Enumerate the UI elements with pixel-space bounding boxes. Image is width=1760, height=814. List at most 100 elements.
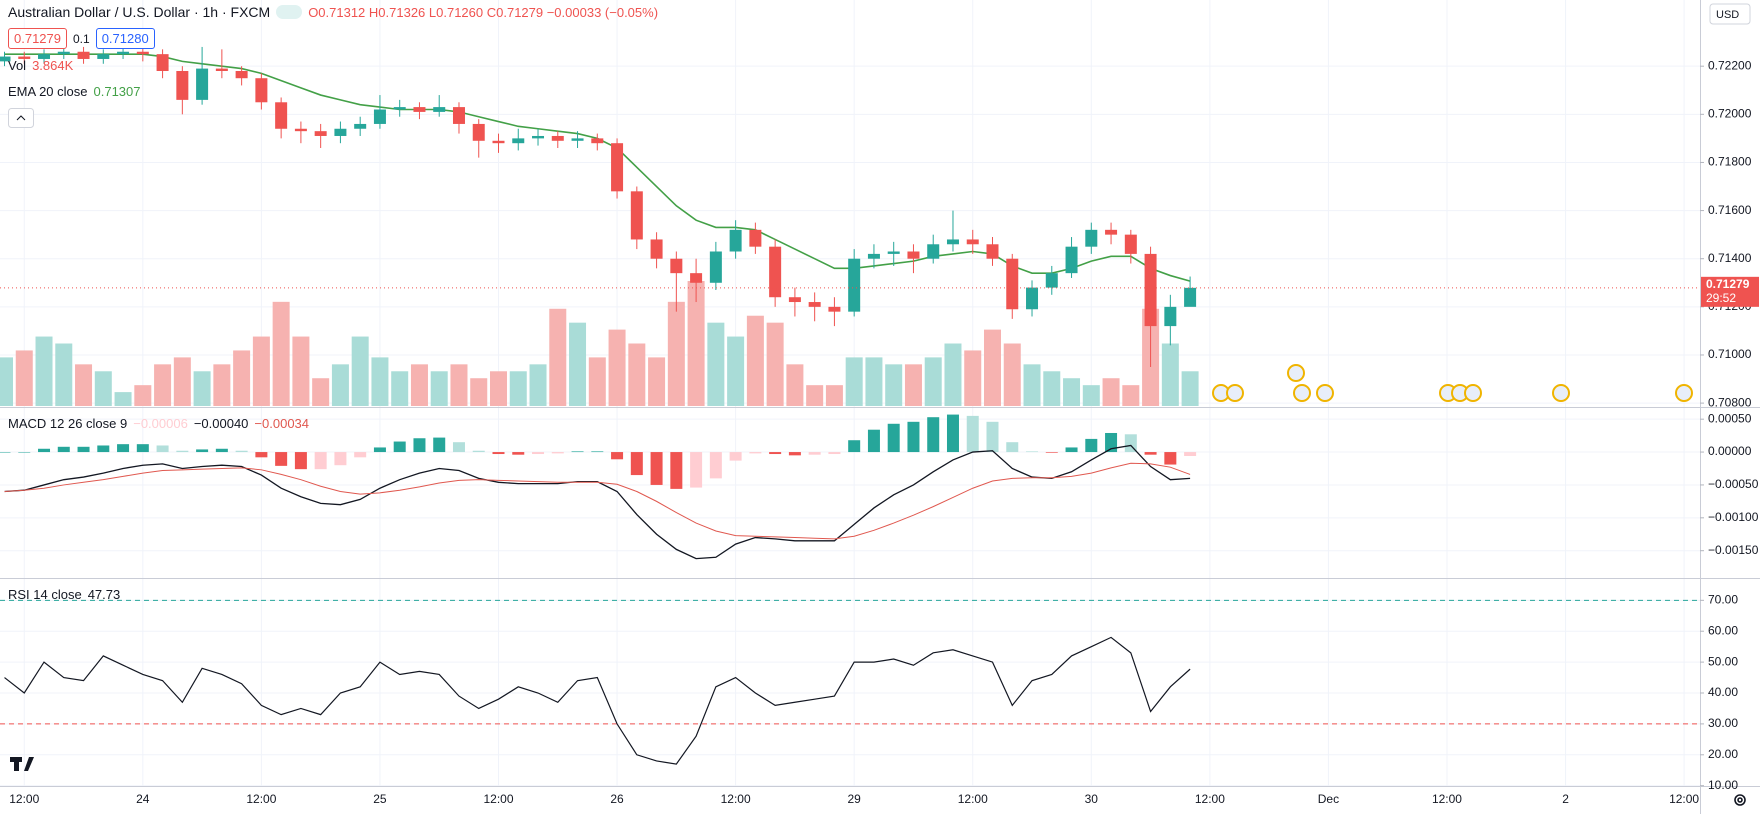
macd-histogram-bar <box>946 414 959 453</box>
volume-bar <box>272 301 290 406</box>
candle-body <box>354 123 367 129</box>
macd-name: MACD 12 26 close 9 <box>8 416 128 431</box>
event-icon[interactable] <box>1675 384 1693 402</box>
event-icon[interactable] <box>1287 364 1305 382</box>
status-icon <box>276 5 303 19</box>
ema-value: 0.71307 <box>93 84 141 99</box>
macd-histogram-bar <box>176 450 189 453</box>
volume-bar <box>371 357 389 406</box>
macd-histogram-bar <box>492 452 505 455</box>
candle-body <box>690 273 703 283</box>
macd-histogram-bar <box>887 423 900 453</box>
macd-histogram-bar <box>413 438 426 453</box>
sell-button[interactable]: 0.71279 <box>8 28 67 49</box>
volume-bar <box>351 336 369 406</box>
macd-histogram-bar <box>966 415 979 453</box>
candle-body <box>1065 246 1078 274</box>
volume-bar <box>825 385 843 406</box>
macd-histogram-bar <box>235 450 248 453</box>
volume-bar <box>1063 378 1081 406</box>
y-tick-label: 70.00 <box>1708 592 1738 606</box>
y-tick-label: 0.71400 <box>1708 251 1752 265</box>
volume-bar <box>430 371 448 406</box>
y-tick-label: −0.00100 <box>1708 510 1759 524</box>
macd-histogram-bar <box>452 442 465 453</box>
y-tick-label: 0.00050 <box>1708 411 1752 425</box>
candle-body <box>828 306 841 312</box>
macd-signal-value: −0.00034 <box>254 416 310 431</box>
volume-bar <box>292 336 310 406</box>
event-icon[interactable] <box>1293 384 1311 402</box>
volume-bar <box>806 385 824 406</box>
trade-buttons: 0.71279 0.1 0.71280 <box>8 28 155 49</box>
event-icon[interactable] <box>1552 384 1570 402</box>
volume-bar <box>173 357 191 406</box>
rsi-name: RSI 14 close <box>8 587 82 602</box>
tv-logo[interactable] <box>10 757 34 771</box>
collapse-button[interactable] <box>8 108 34 128</box>
volume-bar <box>845 357 863 406</box>
rsi-legend: RSI 14 close 47.73 <box>8 587 120 602</box>
volume-bar <box>549 308 567 406</box>
macd-histogram-bar <box>156 445 169 453</box>
volume-bar <box>687 281 705 406</box>
candle-body <box>18 56 31 59</box>
macd-histogram-bar <box>729 452 742 461</box>
y-tick-label: 20.00 <box>1708 747 1738 761</box>
macd-histogram-bar <box>591 451 604 453</box>
currency-button[interactable] <box>1709 3 1751 25</box>
candle-body <box>0 56 11 62</box>
candle-body <box>532 135 545 139</box>
volume-bar <box>569 322 587 406</box>
macd-histogram-bar <box>1045 452 1058 453</box>
ema-name: EMA 20 close <box>8 84 88 99</box>
candle-body <box>630 191 643 240</box>
y-tick-label: −0.00050 <box>1708 477 1759 491</box>
macd-histogram-bar <box>986 421 999 453</box>
macd-histogram-bar <box>196 449 209 453</box>
y-tick-label: 0.70800 <box>1708 395 1752 409</box>
y-tick-label: 10.00 <box>1708 778 1738 792</box>
x-tick-label: 24 <box>136 792 150 806</box>
settings-icon[interactable] <box>1734 794 1746 806</box>
macd-histogram-bar <box>709 452 722 479</box>
macd-histogram-bar <box>1006 442 1019 453</box>
event-icon[interactable] <box>1316 384 1334 402</box>
macd-histogram-bar <box>611 452 624 460</box>
x-tick-label: 12:00 <box>246 792 276 806</box>
macd-histogram-bar <box>1144 452 1157 455</box>
candle-body <box>650 239 663 259</box>
macd-legend: MACD 12 26 close 9 −0.00006 −0.00040 −0.… <box>8 416 309 431</box>
last-price-tag <box>1701 276 1759 307</box>
rsi-line <box>4 636 1191 765</box>
y-tick-label: 0.71600 <box>1708 203 1752 217</box>
candle-body <box>1006 258 1019 310</box>
macd-line <box>4 444 1191 560</box>
candle-body <box>136 51 149 55</box>
candle-body <box>788 297 801 303</box>
volume-bar <box>924 357 942 406</box>
candle-body <box>1164 306 1177 327</box>
candle-body <box>97 54 110 59</box>
buy-button[interactable]: 0.71280 <box>95 28 155 49</box>
candle-body <box>729 229 742 252</box>
event-icon[interactable] <box>1464 384 1482 402</box>
x-tick-label: 26 <box>610 792 624 806</box>
candle-body <box>393 107 406 110</box>
candle-body <box>887 251 900 254</box>
volume-bar <box>331 364 349 406</box>
volume-bar <box>628 343 646 406</box>
ema-legend: EMA 20 close 0.71307 <box>8 84 141 99</box>
candle-body <box>156 54 169 71</box>
event-icon[interactable] <box>1226 384 1244 402</box>
macd-histogram-bar <box>18 452 31 453</box>
macd-histogram-bar <box>136 444 149 453</box>
volume-bar <box>766 322 784 406</box>
symbol-title: Australian Dollar / U.S. Dollar · 1h · F… <box>8 4 271 20</box>
macd-histogram-bar <box>393 441 406 453</box>
candle-body <box>117 51 130 55</box>
candle-body <box>215 68 228 71</box>
volume-value: 3.864K <box>32 58 74 73</box>
volume-bar <box>233 350 251 406</box>
